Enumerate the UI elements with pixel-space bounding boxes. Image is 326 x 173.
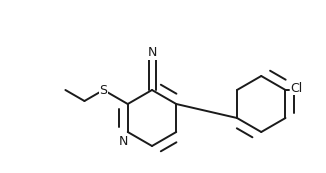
Text: Cl: Cl — [290, 81, 303, 94]
Text: N: N — [119, 135, 128, 148]
Text: S: S — [99, 84, 108, 97]
Text: N: N — [147, 47, 157, 60]
